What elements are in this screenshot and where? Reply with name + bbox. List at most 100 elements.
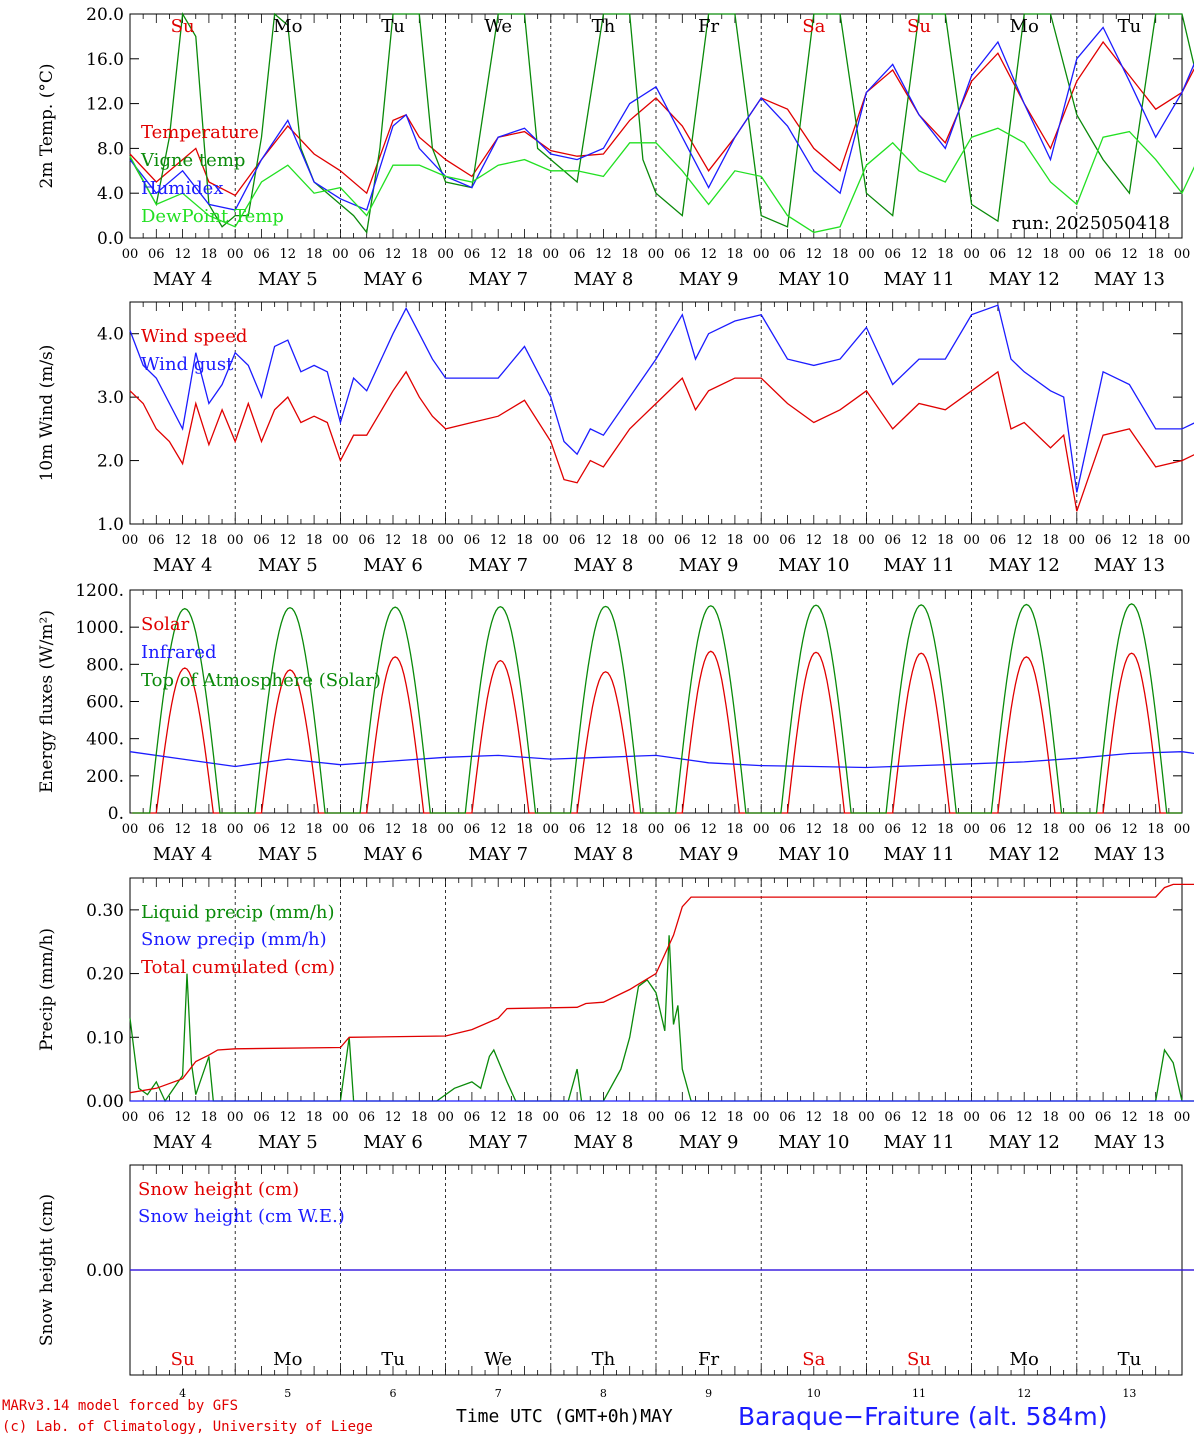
date-label: MAY 10: [778, 844, 849, 865]
hour-tick-label: 06: [779, 533, 796, 548]
hour-tick-label: 12: [1121, 1110, 1138, 1125]
legend-label: DewPoint Temp: [141, 206, 284, 227]
y-tick-label: 1000.: [75, 618, 124, 638]
date-label: MAY 12: [989, 844, 1060, 865]
hour-tick-label: 06: [148, 822, 165, 837]
hour-tick-label: 18: [411, 533, 428, 548]
date-label: MAY 8: [574, 555, 634, 576]
hour-tick-label: 06: [884, 822, 901, 837]
hour-tick-label: 18: [937, 533, 954, 548]
hour-tick-label: 00: [963, 247, 980, 262]
hour-tick-label: 18: [937, 822, 954, 837]
day-number-label: 8: [600, 1387, 607, 1400]
series-line-humidex: [129, 26, 1194, 211]
hour-tick-label: 00: [753, 822, 770, 837]
hour-tick-label: 00: [543, 822, 560, 837]
panel-4: [129, 877, 1194, 1103]
y-tick-label: 20.0: [86, 5, 124, 25]
y-axis-label: Precip (mm/h): [37, 928, 57, 1051]
hour-tick-label: 18: [621, 247, 638, 262]
hour-tick-label: 06: [884, 1110, 901, 1125]
hour-tick-label: 00: [227, 1110, 244, 1125]
hour-tick-label: 06: [990, 533, 1007, 548]
hour-tick-label: 12: [1016, 822, 1033, 837]
date-label: MAY 8: [574, 269, 634, 290]
y-tick-label: 4.0: [97, 325, 124, 345]
hour-tick-label: 06: [358, 822, 375, 837]
hour-tick-label: 18: [411, 247, 428, 262]
date-label: MAY 5: [258, 555, 318, 576]
y-tick-label: 0.00: [86, 1261, 124, 1281]
hour-tick-label: 18: [411, 822, 428, 837]
hour-tick-label: 12: [385, 247, 402, 262]
hour-tick-label: 06: [569, 247, 586, 262]
hour-tick-label: 18: [832, 247, 849, 262]
hour-tick-label: 00: [543, 533, 560, 548]
hour-tick-label: 18: [621, 1110, 638, 1125]
series-line-total-cumulated-cm-: [129, 883, 1194, 1094]
hour-tick-label: 00: [648, 822, 665, 837]
hour-tick-label: 00: [963, 822, 980, 837]
hour-tick-label: 18: [832, 1110, 849, 1125]
y-tick-label: 0.00: [86, 1092, 124, 1112]
hour-tick-label: 12: [1016, 1110, 1033, 1125]
hour-tick-label: 12: [595, 822, 612, 837]
hour-tick-label: 18: [1042, 247, 1059, 262]
hour-tick-label: 00: [122, 533, 139, 548]
y-axis-label: 2m Temp. (°C): [37, 63, 57, 188]
weekday-label-top: Su: [171, 16, 195, 37]
weekday-label-bottom: Tu: [381, 1349, 405, 1370]
hour-tick-label: 00: [1069, 247, 1086, 262]
weekday-label-top: Mo: [1010, 16, 1039, 37]
hour-tick-label: 06: [1095, 247, 1112, 262]
time-axis-title: Time UTC (GMT+0h): [456, 1406, 641, 1427]
hour-tick-label: 06: [569, 533, 586, 548]
hour-tick-label: 18: [621, 822, 638, 837]
hour-tick-label: 00: [437, 533, 454, 548]
y-tick-label: 3.0: [97, 388, 124, 408]
date-label: MAY 13: [1094, 844, 1165, 865]
hour-tick-label: 18: [201, 247, 218, 262]
hour-tick-label: 06: [253, 247, 270, 262]
hour-tick-label: 06: [569, 1110, 586, 1125]
weekday-label-bottom: Mo: [273, 1349, 302, 1370]
hour-tick-label: 06: [148, 533, 165, 548]
hour-tick-label: 12: [385, 822, 402, 837]
run-label: run: 2025050418: [1012, 213, 1170, 234]
y-tick-label: 16.0: [86, 50, 124, 70]
hour-tick-label: 18: [832, 822, 849, 837]
hour-tick-label: 00: [437, 1110, 454, 1125]
legend-label: Solar: [141, 614, 190, 635]
hour-tick-label: 00: [858, 822, 875, 837]
hour-tick-label: 00: [543, 1110, 560, 1125]
hour-tick-label: 18: [937, 1110, 954, 1125]
hour-tick-label: 06: [148, 247, 165, 262]
hour-tick-label: 12: [280, 247, 297, 262]
hour-tick-label: 18: [727, 533, 744, 548]
hour-tick-label: 18: [411, 1110, 428, 1125]
hour-tick-label: 00: [122, 1110, 139, 1125]
date-label: MAY 11: [883, 1132, 954, 1153]
weekday-label-top: Mo: [273, 16, 302, 37]
hour-tick-label: 00: [648, 533, 665, 548]
panel-frame: [129, 589, 1183, 814]
day-number-label: 7: [495, 1387, 502, 1400]
hour-tick-label: 00: [332, 533, 349, 548]
series-line-top-of-atmosphere-solar-: [132, 603, 1182, 814]
weekday-label-bottom: Th: [592, 1349, 616, 1370]
date-label: MAY 13: [1094, 1132, 1165, 1153]
weekday-label-bottom: Mo: [1010, 1349, 1039, 1370]
date-label: MAY 6: [363, 555, 423, 576]
date-label: MAY 8: [574, 1132, 634, 1153]
date-label: MAY 7: [468, 1132, 528, 1153]
hour-tick-label: 06: [779, 247, 796, 262]
date-label: MAY 10: [778, 555, 849, 576]
y-tick-label: 0.20: [86, 965, 124, 985]
hour-tick-label: 06: [1095, 822, 1112, 837]
hour-tick-label: 06: [464, 533, 481, 548]
hour-tick-label: 06: [253, 822, 270, 837]
legend-label: Snow height (cm): [138, 1179, 299, 1200]
weekday-label-top: Fr: [698, 16, 719, 37]
date-label: MAY 5: [258, 269, 318, 290]
hour-tick-label: 18: [621, 533, 638, 548]
